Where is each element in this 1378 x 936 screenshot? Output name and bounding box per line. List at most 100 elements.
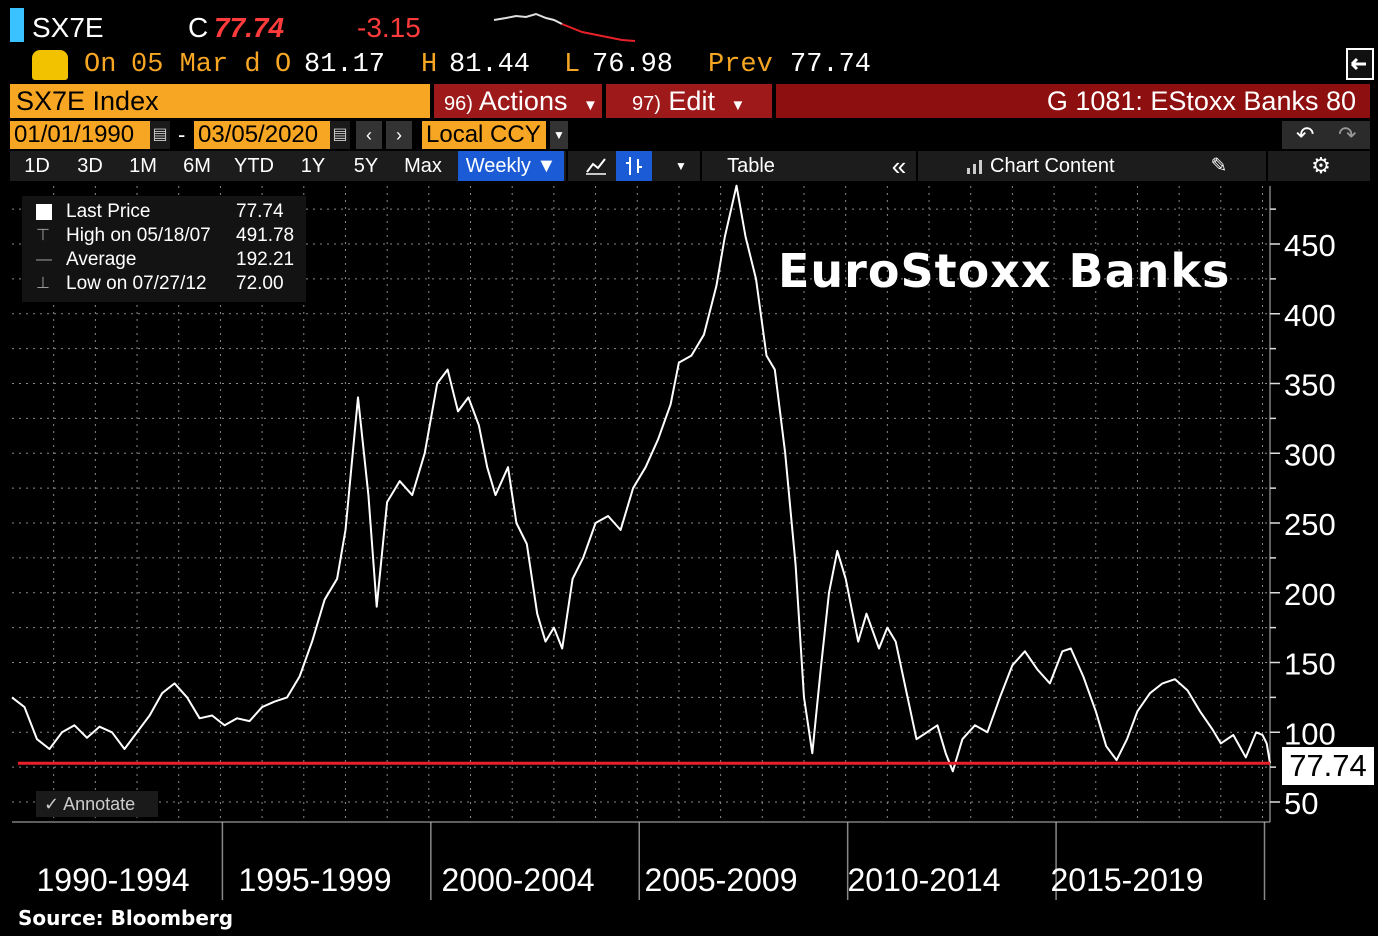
edit-shortcut: 97): [632, 93, 661, 115]
date-dash: -: [178, 122, 186, 147]
low-label: L: [564, 50, 581, 80]
line-chart-icon[interactable]: [580, 151, 612, 181]
gear-icon[interactable]: ⚙: [1311, 153, 1331, 178]
annotate-button[interactable]: ✓ Annotate: [36, 791, 158, 817]
end-date-input[interactable]: 03/05/2020: [194, 121, 330, 149]
toolbar-divider: [700, 151, 702, 181]
chart-title: EuroStoxx Banks: [778, 244, 1231, 298]
y-axis: 50 100 150 200 250 300 350 400 450: [12, 186, 1336, 823]
y-tick-label: 100: [1284, 716, 1336, 751]
actions-label: Actions: [478, 86, 568, 116]
caret-down-icon[interactable]: ▼: [550, 121, 568, 149]
chart-toolbar: 1D 3D 1M 6M YTD 1Y 5Y Max Weekly ▼ ▼ Tab…: [10, 151, 1370, 181]
open-value: 81.17: [304, 50, 386, 80]
legend-value: 192.21: [236, 249, 295, 270]
bar-chart-icon[interactable]: [616, 151, 652, 181]
ticker-marker: [10, 8, 24, 42]
legend-name: Low on 07/27/12: [66, 273, 207, 294]
legend-low[interactable]: ⊥ Low on 07/27/12 72.00: [22, 272, 306, 296]
edit-chart-icon[interactable]: ✎: [1210, 155, 1228, 177]
chart-type-caret-icon[interactable]: ▼: [675, 159, 687, 173]
source-note: Source: Bloomberg: [18, 906, 234, 930]
collapse-icon[interactable]: «: [891, 151, 907, 181]
period-1m-button[interactable]: 1M: [129, 155, 157, 177]
caret-down-icon: ▼: [582, 97, 598, 114]
redo-icon[interactable]: ↷: [1338, 122, 1357, 147]
y-tick-label: 300: [1284, 437, 1336, 472]
actions-shortcut: 96): [444, 93, 473, 115]
period-5y-button[interactable]: 5Y: [353, 155, 379, 177]
x-category-label: 2015-2019: [1050, 862, 1204, 898]
high-marker-icon: ⊤: [36, 227, 50, 244]
on-label: On: [84, 50, 117, 80]
legend-swatch: [36, 204, 52, 220]
y-tick-label: 150: [1284, 647, 1336, 682]
legend-high[interactable]: ⊤ High on 05/18/07 491.78: [22, 224, 306, 248]
price-series-line: [11, 184, 1271, 773]
date-text: 05 Mar d: [131, 50, 261, 80]
group-label[interactable]: G 1081: EStoxx Banks 80: [776, 84, 1370, 118]
legend-average[interactable]: ― Average 192.21: [22, 248, 306, 272]
y-tick-label: 250: [1284, 507, 1336, 542]
history-controls: ↶ ↷: [1282, 121, 1370, 149]
chevron-left-icon[interactable]: ‹: [356, 121, 382, 149]
actions-menu-button[interactable]: 96) Actions ▼: [434, 84, 602, 118]
toolbar-divider: [916, 151, 918, 181]
quote-header: SX7E C 77.74 -3.15: [0, 8, 1378, 46]
sparkline: [493, 12, 636, 42]
average-marker-icon: ―: [36, 251, 52, 268]
chart-legend[interactable]: Last Price 77.74 ⊤ High on 05/18/07 491.…: [22, 196, 306, 302]
y-tick-label: 450: [1284, 228, 1336, 263]
start-date-input[interactable]: 01/01/1990: [10, 121, 150, 149]
period-6m-button[interactable]: 6M: [183, 155, 211, 177]
series-layer: [11, 184, 1271, 773]
toolbar-divider: [1266, 151, 1268, 181]
currency-select[interactable]: Local CCY: [422, 121, 546, 149]
last-price-tag: 77.74: [1282, 747, 1374, 785]
prev-value: 77.74: [790, 50, 872, 80]
pencil-icon: ✓: [44, 794, 60, 814]
chart-content-icon[interactable]: [960, 151, 990, 181]
period-ytd-button[interactable]: YTD: [234, 155, 274, 177]
legend-value: 72.00: [236, 273, 284, 294]
prev-label: Prev: [708, 50, 773, 80]
ticker-label[interactable]: SX7E: [32, 12, 104, 43]
high-label: H: [421, 50, 438, 80]
period-3d-button[interactable]: 3D: [77, 155, 103, 177]
legend-value: 491.78: [236, 225, 295, 246]
y-tick-label: 200: [1284, 577, 1336, 612]
period-1d-button[interactable]: 1D: [24, 155, 50, 177]
legend-name: High on 05/18/07: [66, 225, 211, 246]
legend-name: Average: [66, 249, 137, 270]
ohlc-bar: On 05 Mar d O 81.17 H 81.44 L 76.98 Prev…: [0, 48, 1378, 82]
x-category-label: 1995-1999: [238, 862, 392, 898]
x-category-label: 2000-2004: [441, 862, 595, 898]
undo-icon[interactable]: ↶: [1296, 122, 1315, 147]
x-category-label: 2005-2009: [644, 862, 798, 898]
frequency-select[interactable]: Weekly ▼: [458, 151, 564, 181]
x-category-label: 1990-1994: [36, 862, 190, 898]
calendar-icon[interactable]: ▤: [150, 121, 170, 149]
high-value: 81.44: [449, 50, 531, 80]
period-max-button[interactable]: Max: [404, 155, 442, 177]
security-field[interactable]: SX7E Index: [10, 84, 430, 118]
close-value: 77.74: [214, 12, 285, 43]
period-1y-button[interactable]: 1Y: [300, 155, 326, 177]
chevron-right-icon[interactable]: ›: [386, 121, 412, 149]
speedometer-icon[interactable]: [32, 50, 68, 80]
edit-menu-button[interactable]: 97) Edit ▼: [606, 84, 772, 118]
export-icon[interactable]: [1346, 48, 1374, 80]
legend-last-price[interactable]: Last Price 77.74: [22, 200, 306, 224]
legend-name: Last Price: [66, 201, 151, 222]
security-bar: SX7E Index 96) Actions ▼ 97) Edit ▼ G 10…: [10, 84, 1370, 118]
open-label: O: [275, 50, 292, 80]
caret-down-icon: ▼: [730, 97, 746, 114]
annotate-label: Annotate: [63, 794, 136, 814]
calendar-icon[interactable]: ▤: [330, 121, 350, 149]
x-category-separators: [221, 822, 1266, 900]
y-tick-label: 350: [1284, 368, 1336, 403]
change-value: -3.15: [357, 12, 421, 43]
legend-value: 77.74: [236, 201, 284, 222]
chart-content-button[interactable]: Chart Content: [990, 155, 1115, 177]
table-button[interactable]: Table: [727, 155, 775, 177]
